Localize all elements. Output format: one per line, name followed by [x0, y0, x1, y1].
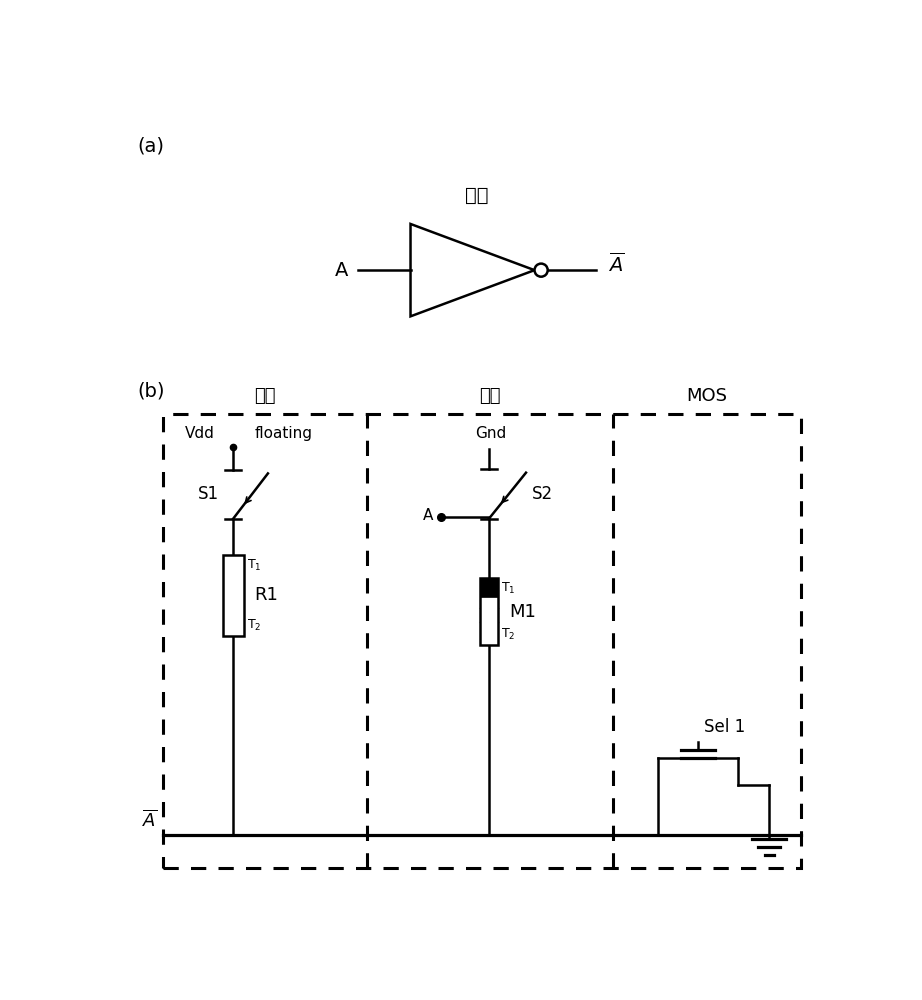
Text: 电阵: 电阵	[254, 387, 276, 405]
Text: T$_2$: T$_2$	[502, 627, 515, 642]
Text: T$_2$: T$_2$	[246, 618, 261, 633]
Text: $\overline{A}$: $\overline{A}$	[609, 252, 624, 276]
Bar	[479, 578, 498, 597]
Text: T$_1$: T$_1$	[246, 558, 261, 573]
Text: MOS: MOS	[687, 387, 727, 405]
Bar	[479, 578, 498, 645]
Text: Sel 1: Sel 1	[704, 718, 746, 736]
Text: 忆阵: 忆阵	[479, 387, 501, 405]
Text: S2: S2	[531, 485, 552, 503]
Text: Gnd: Gnd	[475, 426, 506, 441]
Text: T$_1$: T$_1$	[502, 581, 515, 596]
Text: floating: floating	[254, 426, 313, 441]
Text: $\overline{A}$: $\overline{A}$	[142, 810, 157, 831]
Text: 非门: 非门	[465, 186, 488, 205]
Text: (a): (a)	[137, 137, 164, 156]
Bar	[222, 555, 243, 636]
Text: A: A	[336, 261, 349, 280]
Bar	[163, 414, 801, 868]
Text: A: A	[422, 508, 433, 523]
Text: (b): (b)	[137, 382, 164, 401]
Text: Vdd: Vdd	[185, 426, 215, 441]
Text: M1: M1	[509, 603, 536, 621]
Text: R1: R1	[254, 586, 278, 604]
Text: S1: S1	[198, 485, 219, 503]
